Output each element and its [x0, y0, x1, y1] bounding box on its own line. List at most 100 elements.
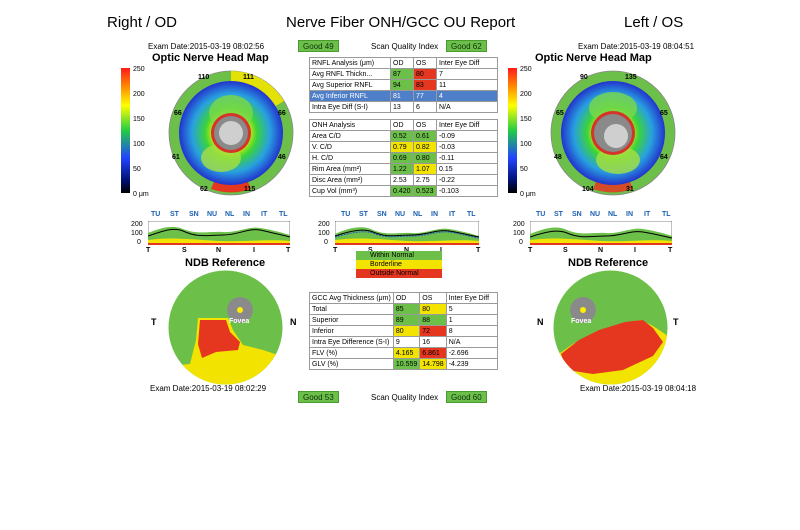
table-row: Avg Superior RNFL 94 83 11	[309, 79, 498, 91]
gcc-os: 14.798	[419, 358, 447, 370]
table-row-selected[interactable]: Avg Inferior RNFL 81 77 4	[309, 90, 498, 102]
tsnit-sector-label: SN	[377, 211, 387, 218]
tsnit-sector-label: IT	[261, 211, 268, 218]
tsnit-axis-label: T	[528, 247, 533, 254]
tsnit-sector-label: IN	[431, 211, 438, 218]
tsnit-sector-label: NL	[413, 211, 423, 218]
tsnit-sector-label: SN	[189, 211, 199, 218]
gcc-diff: N/A	[445, 336, 499, 348]
tsnit-axis-label: T	[668, 247, 673, 254]
onh-diff: -0.103	[436, 185, 498, 197]
od-ndb-title: NDB Reference	[185, 257, 266, 269]
table-row: FLV (%) 4.165 6.861 -2.696	[309, 347, 499, 359]
onh-header: OS	[413, 119, 437, 131]
table-row: H. C/D 0.69 0.80 -0.11	[309, 152, 498, 164]
rnfl-os: 80	[413, 68, 437, 80]
gcc-od: 89	[392, 314, 421, 326]
gcc-label: FLV (%)	[309, 347, 394, 359]
od-onh-map	[168, 70, 294, 196]
gcc-header: OS	[419, 292, 447, 304]
legend-within-normal: Within Normal	[356, 251, 442, 260]
tsnit-sector-label: IN	[243, 211, 250, 218]
colorbar-label: 100	[133, 141, 145, 148]
os-exam-date-bottom: Exam Date:2015-03-19 08:04:18	[580, 384, 697, 393]
od-ndb-map	[168, 270, 283, 385]
colorbar-label: 150	[133, 116, 145, 123]
onh-od: 1.22	[390, 163, 414, 175]
tsnit-axis-label: N	[598, 247, 604, 254]
onh-od: 2.53	[390, 174, 414, 186]
table-row: Intra Eye Diff (S-I) 13 6 N/A	[309, 101, 498, 113]
gcc-od: 9	[392, 336, 421, 348]
onh-label: H. C/D	[309, 152, 391, 164]
od-sector-label: 110	[198, 74, 210, 81]
tsnit-sector-label: TL	[467, 211, 476, 218]
os-tsnit-curve	[530, 221, 672, 245]
os-sector-label: 135	[625, 74, 637, 81]
rnfl-header: OD	[390, 57, 414, 69]
rnfl-diff: 4	[436, 90, 498, 102]
gcc-od: 85	[392, 303, 421, 315]
tsnit-sector-label: NU	[207, 211, 218, 218]
tsnit-y-tick: 200	[513, 221, 525, 228]
table-row: Inferior 80 72 8	[309, 325, 499, 337]
colorbar-label: 200	[133, 91, 145, 98]
onh-od: 0.79	[390, 141, 414, 153]
rnfl-os: 6	[413, 101, 437, 113]
gcc-label: GLV (%)	[309, 358, 394, 370]
table-row: Superior 89 88 1	[309, 314, 499, 326]
tsnit-axis-label: T	[333, 247, 338, 254]
table-row: Disc Area (mm²) 2.53 2.75 -0.22	[309, 174, 498, 186]
rnfl-os: 83	[413, 79, 437, 91]
gcc-label: Superior	[309, 314, 394, 326]
os-quality-top: Good 62	[446, 40, 487, 52]
rnfl-header-row: RNFL Analysis (μm) OD OS Inter Eye Diff	[309, 57, 498, 69]
rnfl-label: Avg Superior RNFL	[309, 79, 391, 91]
gcc-os: 6.861	[419, 347, 447, 359]
gcc-diff: 5	[445, 303, 499, 315]
tsnit-sector-label: TL	[662, 211, 671, 218]
quality-label-top: Scan Quality Index	[371, 42, 439, 51]
os-sector-label: 90	[580, 74, 588, 81]
od-fovea-label: Fovea	[229, 318, 250, 325]
tsnit-axis-label: N	[216, 247, 222, 254]
os-fovea-label: Fovea	[571, 318, 592, 325]
tsnit-sector-label: IT	[644, 211, 651, 218]
rnfl-header: RNFL Analysis (μm)	[309, 57, 391, 69]
tsnit-axis-label: T	[286, 247, 291, 254]
os-sector-label: 48	[554, 154, 562, 161]
gcc-od: 4.165	[392, 347, 421, 359]
onh-label: Area C/D	[309, 130, 391, 142]
od-tsnit-curve	[148, 221, 290, 245]
colorbar-label: 250	[520, 66, 532, 73]
gcc-header: GCC Avg Thickness (μm)	[309, 292, 394, 304]
rnfl-od: 13	[390, 101, 414, 113]
od-map-title: Optic Nerve Head Map	[152, 52, 269, 64]
os-title: Left / OS	[624, 14, 684, 31]
rnfl-header: OS	[413, 57, 437, 69]
colorbar-label: 200	[520, 91, 532, 98]
onh-os: 0.523	[413, 185, 437, 197]
tsnit-sector-label: NL	[608, 211, 618, 218]
rnfl-od: 81	[390, 90, 414, 102]
gcc-od: 80	[392, 325, 421, 337]
os-sector-label: 65	[556, 110, 564, 117]
os-ndb-side-label: T	[673, 317, 679, 327]
table-row: V. C/D 0.79 0.82 -0.03	[309, 141, 498, 153]
onh-os: 0.80	[413, 152, 437, 164]
os-sector-label: 64	[660, 154, 668, 161]
onh-diff: -0.22	[436, 174, 498, 186]
onh-header: ONH Analysis	[309, 119, 391, 131]
tsnit-y-tick: 100	[131, 230, 143, 237]
gcc-diff: -4.239	[445, 358, 499, 370]
gcc-diff: 1	[445, 314, 499, 326]
table-row: Cup Vol (mm³) 0.420 0.523 -0.103	[309, 185, 498, 197]
gcc-label: Intra Eye Difference (S-I)	[309, 336, 394, 348]
table-row: Rim Area (mm²) 1.22 1.07 0.15	[309, 163, 498, 175]
table-row: Avg RNFL Thickn... 87 80 7	[309, 68, 498, 80]
legend-borderline: Borderline	[356, 260, 442, 269]
onh-header: Inter Eye Diff	[436, 119, 498, 131]
table-row: Total 85 80 5	[309, 303, 499, 315]
od-ndb-side-label: T	[151, 317, 157, 327]
tsnit-sector-label: ST	[359, 211, 368, 218]
